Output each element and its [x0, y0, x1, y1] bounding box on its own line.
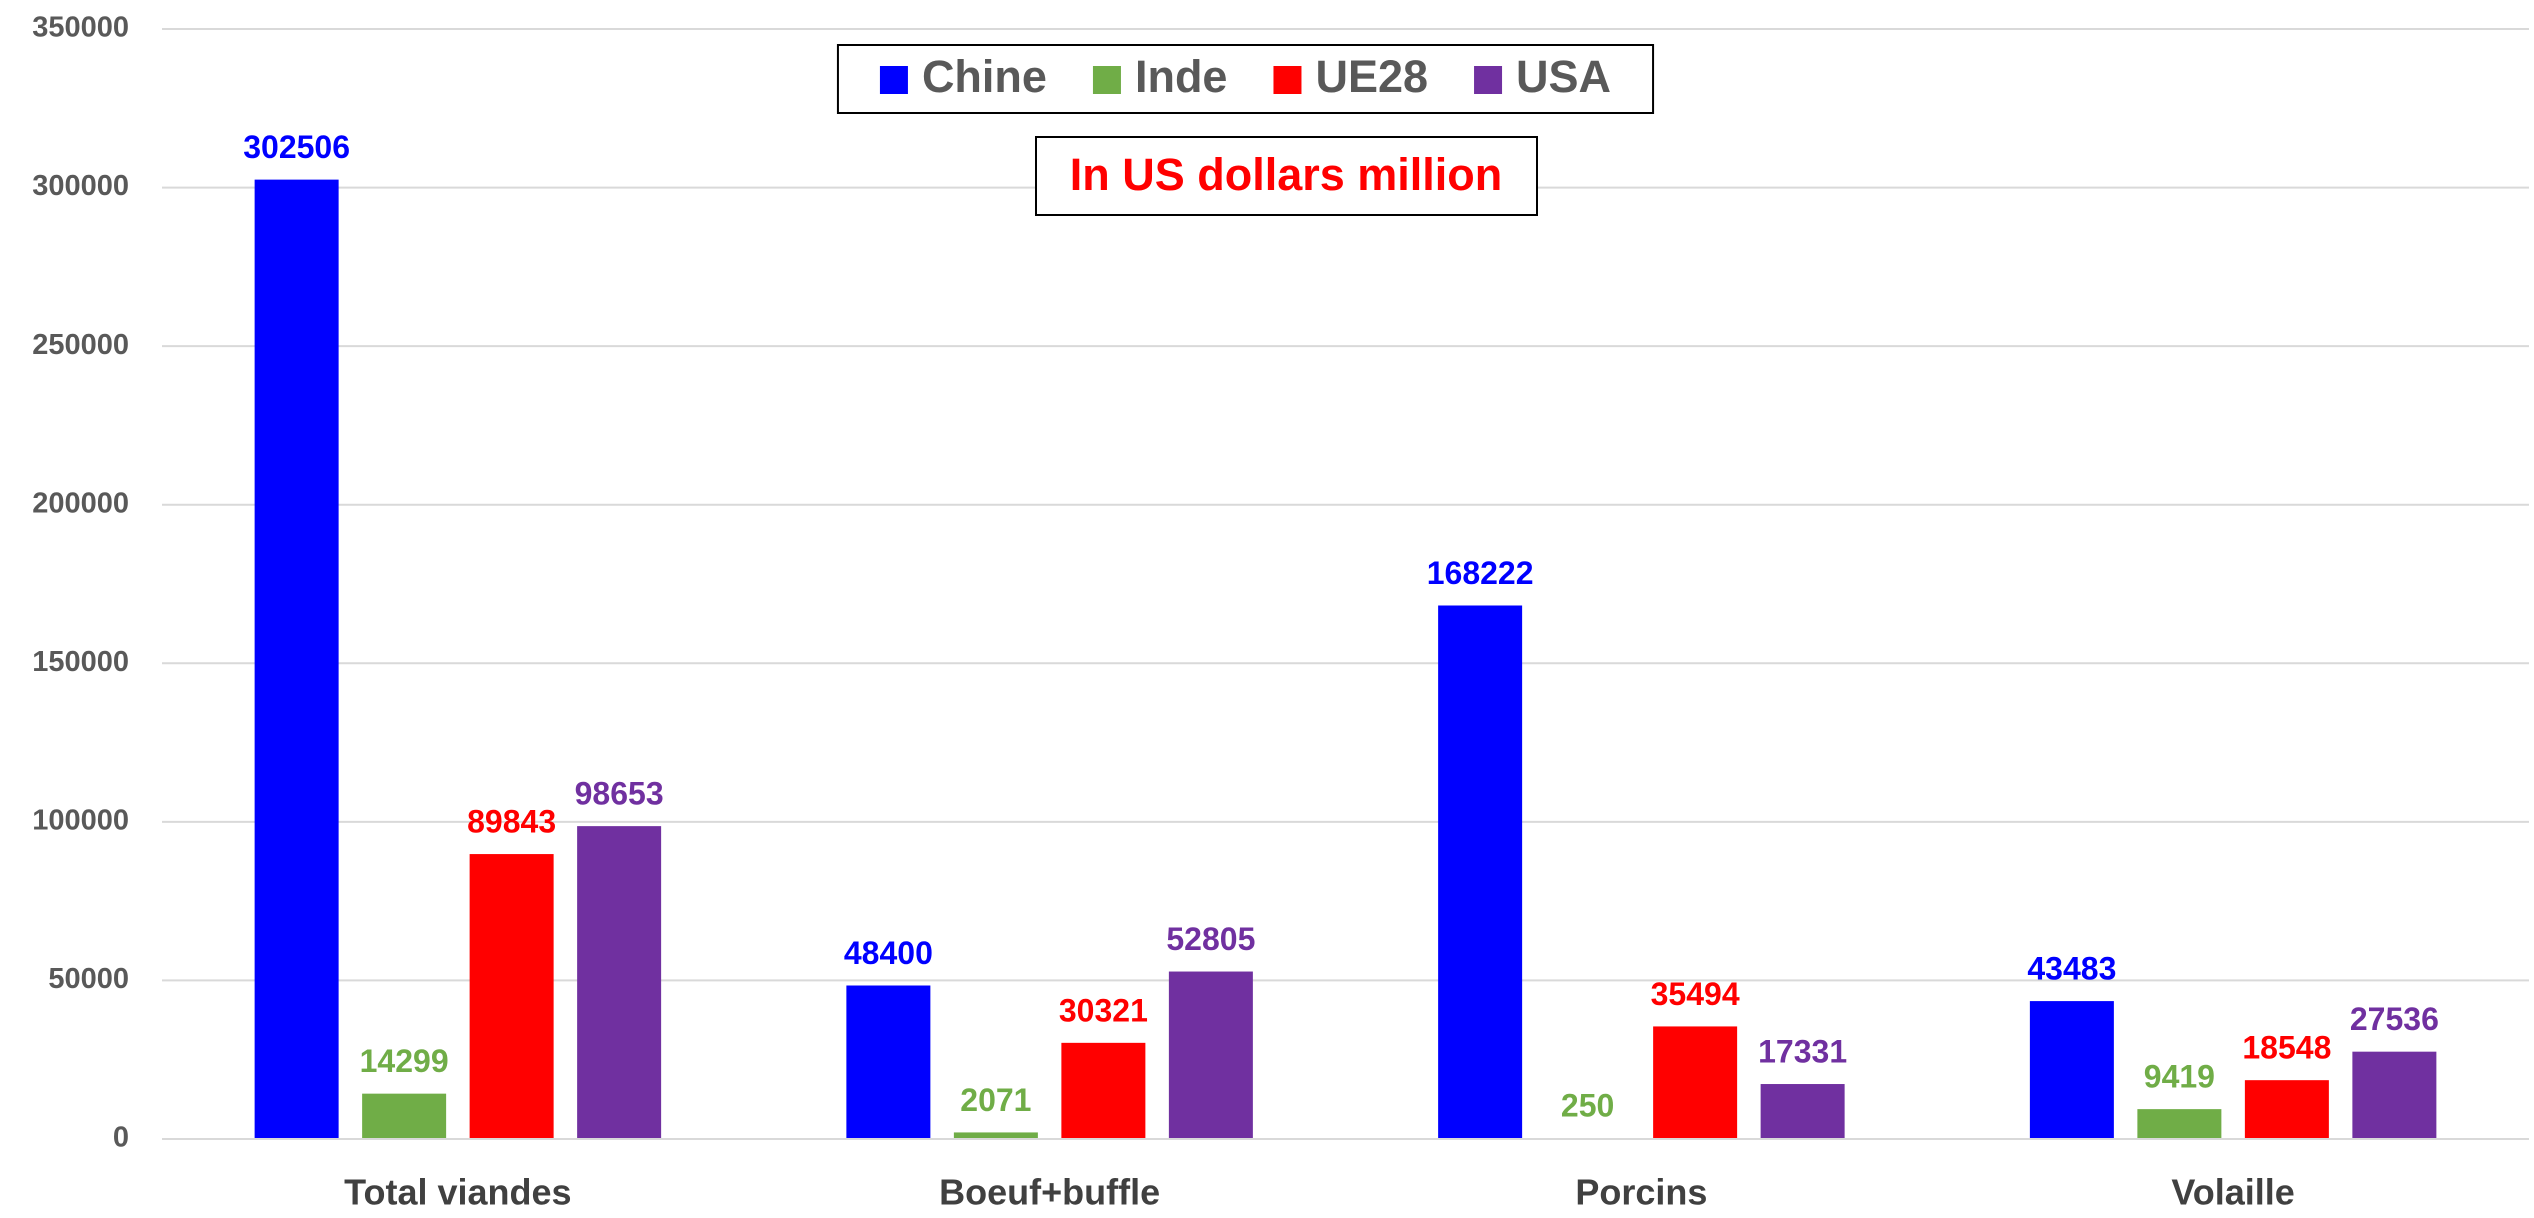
- legend-swatch: [1092, 66, 1121, 94]
- value-label: 9419: [2144, 1059, 2215, 1095]
- legend: Chine Inde UE28 USA: [836, 44, 1655, 114]
- value-label: 35494: [1651, 976, 1740, 1012]
- value-label: 250: [1561, 1088, 1614, 1124]
- bar: [1760, 1084, 1845, 1139]
- legend-swatch: [879, 66, 908, 94]
- annotation: In US dollars million: [1070, 149, 1503, 200]
- y-tick-label: 300000: [32, 170, 129, 202]
- value-label: 14299: [360, 1043, 449, 1079]
- value-label: 48400: [844, 935, 933, 971]
- value-label: 17331: [1758, 1033, 1847, 1069]
- y-tick-label: 50000: [48, 963, 129, 995]
- bar: [254, 179, 339, 1139]
- bar: [2137, 1109, 2222, 1139]
- bar: [2352, 1051, 2437, 1139]
- y-tick-label: 350000: [32, 12, 129, 44]
- x-tick-label: Total viandes: [344, 1172, 571, 1213]
- bar: [953, 1132, 1038, 1139]
- value-label: 27536: [2350, 1001, 2439, 1037]
- value-label: 98653: [575, 776, 664, 812]
- y-tick-label: 100000: [32, 805, 129, 837]
- legend-label: Inde: [1135, 51, 1228, 102]
- value-label: 302506: [243, 129, 350, 165]
- y-tick-label: 200000: [32, 487, 129, 519]
- bar: [362, 1093, 447, 1139]
- value-label: 18548: [2242, 1030, 2331, 1066]
- bar: [1168, 971, 1253, 1139]
- value-label: 168222: [1427, 555, 1534, 591]
- value-label: 2071: [960, 1082, 1031, 1118]
- y-tick-label: 0: [113, 1122, 129, 1154]
- legend-label: UE28: [1315, 51, 1428, 102]
- value-label: 30321: [1059, 992, 1148, 1028]
- bar: [1653, 1026, 1738, 1139]
- legend-label: USA: [1516, 51, 1611, 102]
- value-label: 52805: [1166, 921, 1255, 957]
- bar: [577, 826, 662, 1139]
- bars: Total viandes 302506 14299 89843 98653 Boeuf+…: [162, 129, 2529, 1213]
- y-tick-label: 150000: [32, 646, 129, 678]
- y-tick-label: 250000: [32, 329, 129, 361]
- value-label: 43483: [2027, 951, 2116, 987]
- legend-swatch: [1474, 66, 1503, 94]
- legend-label: Chine: [922, 51, 1047, 102]
- bar: [2029, 1001, 2114, 1139]
- bar: [469, 854, 554, 1139]
- value-label: 89843: [467, 804, 556, 840]
- annotation-box: [1035, 136, 1538, 216]
- bar: [2244, 1080, 2329, 1139]
- bar: [1061, 1042, 1146, 1139]
- bar: [846, 985, 931, 1139]
- legend-box: [836, 44, 1655, 114]
- x-tick-label: Porcins: [1575, 1172, 1707, 1213]
- legend-swatch: [1273, 66, 1302, 94]
- x-tick-label: Boeuf+buffle: [939, 1172, 1160, 1213]
- x-tick-label: Volaille: [2171, 1172, 2294, 1213]
- bar: [1438, 605, 1523, 1139]
